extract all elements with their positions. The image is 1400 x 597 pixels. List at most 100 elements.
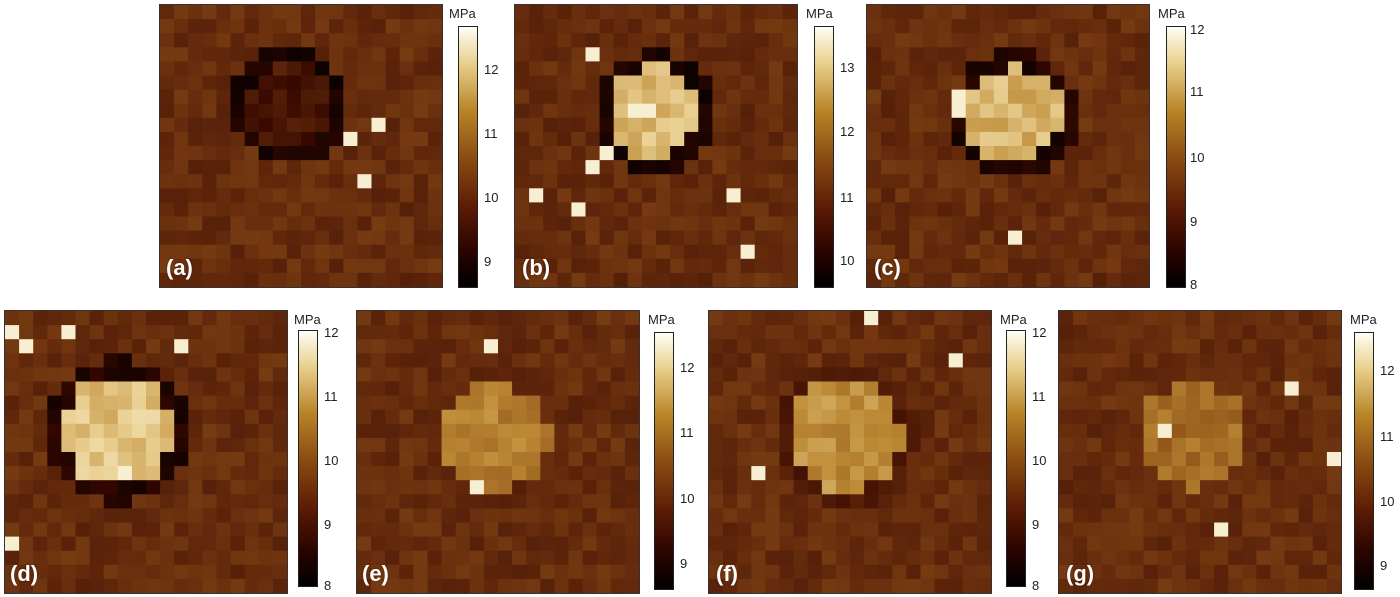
- map-pixel: [188, 522, 203, 538]
- map-pixel: [670, 160, 685, 175]
- map-pixel: [174, 202, 189, 218]
- map-pixel: [1050, 202, 1065, 218]
- map-pixel: [807, 494, 823, 509]
- map-pixel: [582, 480, 598, 495]
- map-pixel: [835, 480, 851, 495]
- map-pixel: [1022, 33, 1037, 48]
- map-pixel: [413, 272, 429, 287]
- map-pixel: [568, 437, 584, 453]
- map-pixel: [357, 160, 373, 175]
- map-pixel: [906, 480, 922, 495]
- map-pixel: [909, 19, 924, 34]
- map-pixel: [117, 409, 133, 425]
- map-pixel: [1312, 578, 1328, 593]
- map-pixel: [399, 272, 415, 287]
- map-pixel: [596, 452, 612, 467]
- map-pixel: [937, 103, 953, 119]
- map-pixel: [937, 230, 953, 246]
- map-pixel: [272, 536, 287, 552]
- map-pixel: [934, 395, 950, 411]
- map-pixel: [75, 494, 91, 509]
- map-pixel: [934, 466, 950, 481]
- map-pixel: [779, 325, 795, 340]
- map-pixel: [399, 5, 415, 20]
- map-pixel: [723, 325, 738, 340]
- map-pixel: [850, 466, 865, 481]
- map-pixel: [1298, 409, 1314, 425]
- map-pixel: [906, 381, 922, 397]
- colorbar-unit-a: MPa: [449, 6, 476, 21]
- map-pixel: [174, 325, 189, 340]
- colorbar-tick-d-4: 8: [324, 578, 332, 593]
- map-pixel: [835, 452, 851, 467]
- map-pixel: [709, 353, 724, 368]
- map-pixel: [1214, 536, 1229, 552]
- map-pixel: [75, 409, 91, 425]
- map-pixel: [286, 258, 302, 274]
- map-pixel: [951, 89, 967, 105]
- map-pixel: [202, 188, 217, 203]
- map-pixel: [5, 550, 20, 566]
- map-pixel: [881, 188, 896, 203]
- map-pixel: [329, 89, 344, 105]
- map-pixel: [1228, 508, 1243, 524]
- map-pixel: [399, 522, 414, 538]
- map-pixel: [1087, 466, 1102, 481]
- map-pixel: [557, 61, 572, 77]
- map-pixel: [867, 61, 882, 77]
- map-pixel: [272, 244, 288, 260]
- map-pixel: [89, 452, 105, 467]
- map-pixel: [202, 564, 218, 580]
- colorbar-tick-b-3: 10: [840, 253, 855, 268]
- map-pixel: [216, 536, 232, 552]
- map-pixel: [230, 47, 246, 62]
- map-pixel: [627, 230, 643, 246]
- map-pixel: [937, 47, 953, 62]
- map-pixel: [1256, 536, 1272, 552]
- map-pixel: [469, 480, 485, 495]
- map-pixel: [427, 47, 442, 62]
- map-pixel: [483, 325, 499, 340]
- map-pixel: [737, 452, 752, 467]
- map-pixel: [160, 339, 175, 354]
- map-pixel: [920, 536, 936, 552]
- map-pixel: [948, 564, 964, 580]
- map-pixel: [413, 437, 429, 453]
- map-pixel: [258, 339, 274, 354]
- map-pixel: [782, 146, 797, 161]
- map-pixel: [413, 258, 429, 274]
- map-pixel: [864, 311, 879, 326]
- map-pixel: [188, 258, 203, 274]
- map-pixel: [515, 188, 530, 203]
- map-pixel: [230, 75, 246, 91]
- map-pixel: [483, 494, 499, 509]
- map-pixel: [1036, 47, 1051, 62]
- map-pixel: [1050, 216, 1065, 232]
- map-pixel: [343, 19, 358, 34]
- map-pixel: [934, 339, 950, 354]
- map-pixel: [498, 508, 513, 524]
- map-pixel: [413, 578, 429, 593]
- map-pixel: [301, 258, 316, 274]
- map-pixel: [821, 536, 837, 552]
- map-pixel: [33, 367, 48, 383]
- map-pixel: [754, 5, 770, 20]
- map-pixel: [582, 494, 598, 509]
- map-pixel: [117, 423, 133, 439]
- map-pixel: [737, 409, 752, 425]
- map-pixel: [230, 409, 246, 425]
- map-pixel: [937, 202, 953, 218]
- map-pixel: [568, 564, 584, 580]
- map-pixel: [1115, 353, 1131, 368]
- map-pixel: [867, 33, 882, 48]
- map-pixel: [712, 75, 728, 91]
- map-pixel: [610, 578, 626, 593]
- map-pixel: [923, 160, 939, 175]
- map-pixel: [1115, 339, 1131, 354]
- map-pixel: [174, 452, 189, 467]
- map-pixel: [188, 174, 203, 189]
- map-pixel: [599, 230, 615, 246]
- map-pixel: [976, 367, 991, 383]
- map-pixel: [47, 339, 62, 354]
- map-pixel: [329, 230, 344, 246]
